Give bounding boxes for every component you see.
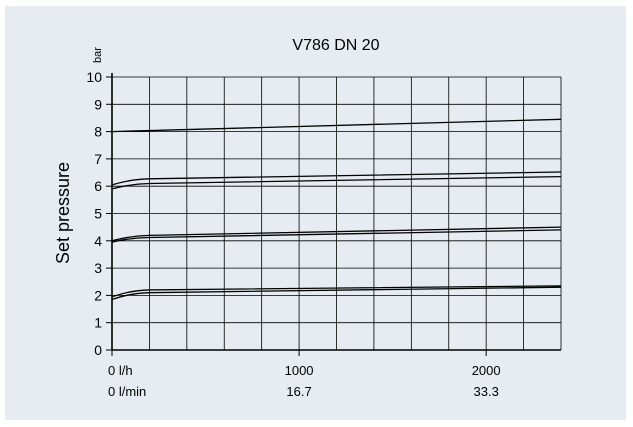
- chart-axes: 0 1 2 3 4 5 6 7 8 9 10 0 l/h 1000 2000 0 l/min 16.7 33.3: [86, 69, 561, 399]
- y-tick-label: 7: [94, 151, 102, 167]
- y-tick-label: 10: [86, 69, 102, 85]
- pressure-curve: [111, 229, 562, 243]
- y-tick-label: 3: [94, 260, 102, 276]
- y-tick-label: 4: [94, 233, 102, 249]
- y-unit-label: bar: [92, 47, 104, 63]
- y-tick-label: 8: [94, 124, 102, 140]
- x-tick-label-primary: 2000: [472, 363, 501, 378]
- y-tick-label: 2: [94, 287, 102, 303]
- pressure-curve: [111, 175, 562, 190]
- pressure-curve: [111, 118, 562, 133]
- x-tick-label-secondary: 0 l/min: [108, 384, 146, 399]
- pressure-curve: [111, 226, 562, 242]
- y-tick-label: 5: [94, 206, 102, 222]
- chart-labels: V786 DN 20 bar Set pressure: [53, 37, 380, 264]
- x-tick-label-secondary: 33.3: [474, 384, 499, 399]
- y-axis-label: Set pressure: [53, 162, 73, 264]
- chart-series: [111, 118, 562, 301]
- x-tick-label-primary: 0 l/h: [108, 363, 133, 378]
- y-tick-label: 6: [94, 178, 102, 194]
- pressure-curve: [111, 286, 562, 301]
- pressure-curve: [111, 171, 562, 186]
- pressure-curve: [111, 285, 562, 298]
- y-tick-label: 0: [94, 342, 102, 358]
- x-tick-label-primary: 1000: [285, 363, 314, 378]
- x-tick-label-secondary: 16.7: [286, 384, 311, 399]
- y-tick-label: 1: [94, 315, 102, 331]
- y-tick-label: 9: [94, 96, 102, 112]
- chart-grid: [111, 76, 562, 351]
- chart-title: V786 DN 20: [292, 37, 379, 54]
